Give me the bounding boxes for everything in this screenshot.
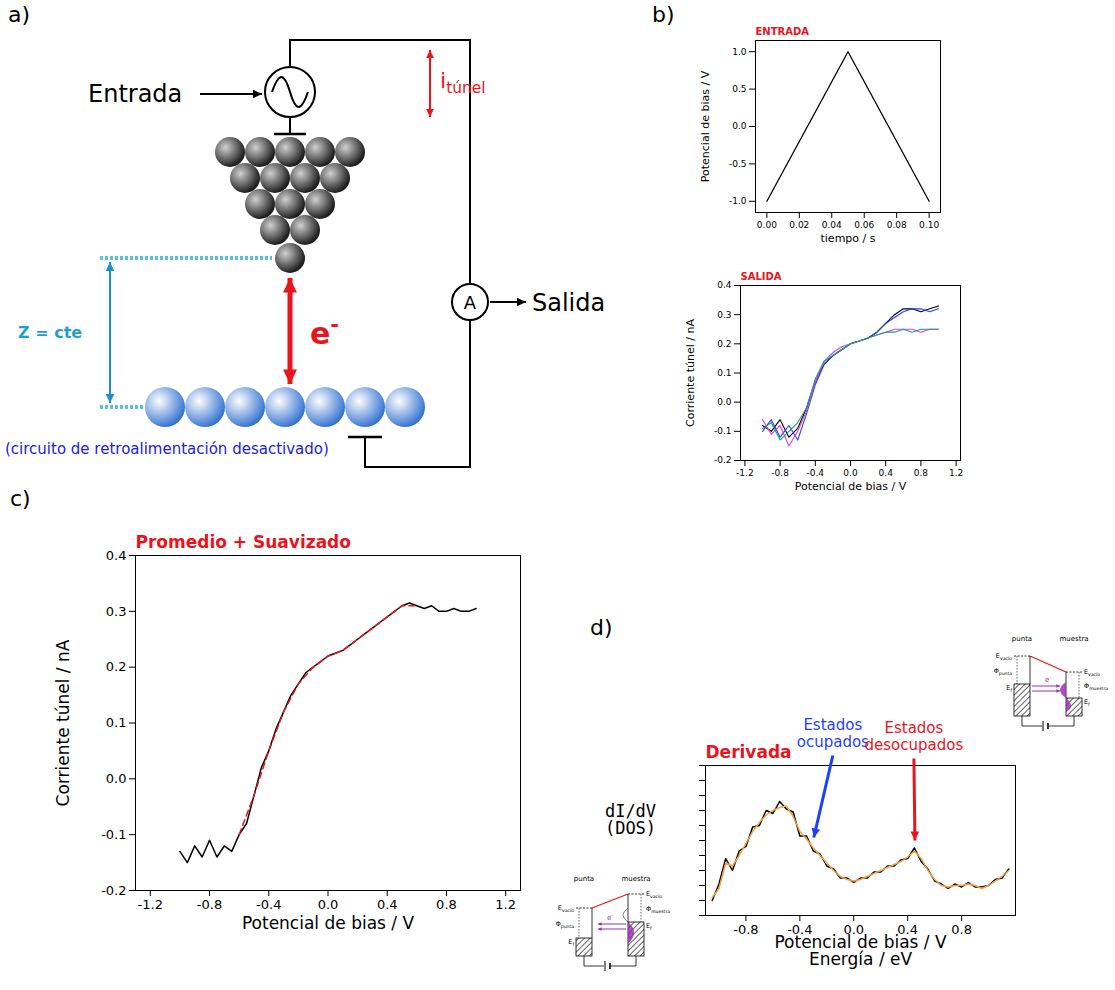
svg-text:0.4: 0.4 <box>897 921 918 937</box>
svg-text:tiempo / s: tiempo / s <box>821 232 876 245</box>
svg-text:e-: e- <box>310 313 339 351</box>
svg-text:0.0: 0.0 <box>843 921 865 937</box>
svg-text:0.8: 0.8 <box>436 897 457 912</box>
svg-text:-0.2: -0.2 <box>101 883 126 898</box>
svg-text:ENTRADA: ENTRADA <box>756 26 810 37</box>
svg-text:Ef: Ef <box>1006 684 1012 693</box>
svg-text:0.06: 0.06 <box>854 220 874 230</box>
svg-text:-0.8: -0.8 <box>197 897 222 912</box>
svg-text:Evacío: Evacío <box>996 652 1012 661</box>
svg-text:Salida: Salida <box>532 289 605 317</box>
svg-text:Potencial de bias / V: Potencial de bias / V <box>242 913 415 933</box>
svg-text:(circuito de retroalimentación: (circuito de retroalimentación desactiva… <box>5 440 329 458</box>
svg-text:-0.8: -0.8 <box>733 922 758 937</box>
svg-text:Derivada: Derivada <box>706 742 792 762</box>
svg-text:Corriente túnel / nA: Corriente túnel / nA <box>53 639 73 806</box>
svg-text:0.4: 0.4 <box>106 548 127 563</box>
svg-text:Ef: Ef <box>1084 698 1090 707</box>
svg-text:Ef: Ef <box>568 938 574 947</box>
svg-text:0.10: 0.10 <box>919 220 939 230</box>
svg-text:Potencial de bias / V: Potencial de bias / V <box>699 70 712 182</box>
svg-text:Φpunta: Φpunta <box>994 667 1013 676</box>
svg-text:1.2: 1.2 <box>495 897 516 912</box>
svg-text:Promedio + Suavizado: Promedio + Suavizado <box>136 532 351 552</box>
svg-text:e-: e- <box>1045 674 1051 684</box>
svg-text:punta: punta <box>1012 635 1032 643</box>
svg-text:itúnel: itúnel <box>440 68 485 97</box>
svg-text:Estadosdesocupados: Estadosdesocupados <box>865 719 964 754</box>
svg-text:-1.2: -1.2 <box>736 468 754 478</box>
svg-text:punta: punta <box>574 875 594 883</box>
svg-text:-1.2: -1.2 <box>138 897 163 912</box>
svg-text:-0.4: -0.4 <box>807 468 825 478</box>
svg-text:0.04: 0.04 <box>822 220 842 230</box>
html-text:c): c) <box>10 486 31 511</box>
svg-text:Z = cte: Z = cte <box>18 323 82 342</box>
svg-text:muestra: muestra <box>621 875 650 883</box>
svg-text:0.4: 0.4 <box>879 468 894 478</box>
svg-text:-0.5: -0.5 <box>729 159 747 169</box>
svg-text:-0.1: -0.1 <box>101 827 126 842</box>
svg-text:Evacío: Evacío <box>558 904 574 913</box>
svg-text:0.00: 0.00 <box>757 220 777 230</box>
svg-text:0.5: 0.5 <box>732 84 746 94</box>
svg-text:-1.0: -1.0 <box>729 196 747 206</box>
svg-text:SALIDA: SALIDA <box>741 271 782 282</box>
svg-text:0.2: 0.2 <box>106 659 127 674</box>
svg-text:muestra: muestra <box>1059 635 1088 643</box>
svg-text:A: A <box>464 292 477 313</box>
svg-text:-0.8: -0.8 <box>771 468 789 478</box>
svg-text:0.08: 0.08 <box>887 220 907 230</box>
svg-text:Estadosocupados: Estadosocupados <box>797 716 869 751</box>
svg-text:e-: e- <box>607 912 613 922</box>
svg-text:0.8: 0.8 <box>914 468 929 478</box>
svg-text:Potencial de bias / VEnergía /: Potencial de bias / VEnergía / eV <box>774 932 947 969</box>
svg-text:0.8: 0.8 <box>951 922 972 937</box>
svg-text:Φmuestra: Φmuestra <box>1084 682 1108 691</box>
svg-text:0.3: 0.3 <box>717 310 731 320</box>
html-text:b): b) <box>652 2 675 27</box>
svg-text:0.4: 0.4 <box>717 280 732 290</box>
svg-text:-0.1: -0.1 <box>714 426 732 436</box>
svg-text:Ef: Ef <box>646 922 652 931</box>
svg-text:0.1: 0.1 <box>717 368 731 378</box>
svg-text:0.2: 0.2 <box>717 339 731 349</box>
svg-text:Evacío: Evacío <box>646 890 662 899</box>
svg-text:0.0: 0.0 <box>106 771 127 786</box>
svg-text:1.2: 1.2 <box>949 468 963 478</box>
svg-text:Entrada: Entrada <box>88 80 182 108</box>
html-text:d): d) <box>590 615 613 640</box>
svg-text:0.0: 0.0 <box>732 121 747 131</box>
svg-text:0.0: 0.0 <box>717 397 732 407</box>
svg-text:dI/dV(DOS): dI/dV(DOS) <box>605 801 656 838</box>
svg-text:0.4: 0.4 <box>377 897 398 912</box>
svg-text:0.3: 0.3 <box>106 603 127 618</box>
svg-text:-0.2: -0.2 <box>714 455 732 465</box>
html-text:a): a) <box>8 2 31 27</box>
svg-text:0.1: 0.1 <box>106 715 127 730</box>
svg-text:Corriente túnel / nA: Corriente túnel / nA <box>684 319 697 427</box>
svg-text:-0.4: -0.4 <box>787 921 813 937</box>
svg-text:0.0: 0.0 <box>318 897 339 912</box>
svg-text:1.0: 1.0 <box>732 47 747 57</box>
svg-text:Φmuestra: Φmuestra <box>646 905 670 914</box>
svg-text:0.02: 0.02 <box>789 220 809 230</box>
svg-text:0.0: 0.0 <box>843 468 858 478</box>
svg-text:Potencial de bias / V: Potencial de bias / V <box>795 480 907 493</box>
svg-text:Evacío: Evacío <box>1084 668 1100 677</box>
svg-text:-0.4: -0.4 <box>256 897 281 912</box>
svg-text:Φpunta: Φpunta <box>556 920 575 929</box>
